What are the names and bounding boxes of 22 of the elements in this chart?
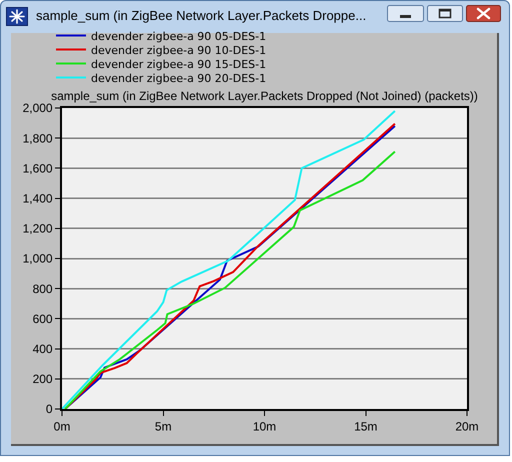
y-tick-label: 2,000 — [22, 101, 53, 116]
y-tick-label: 200 — [32, 372, 53, 386]
x-tick-label: 15m — [354, 419, 378, 434]
x-tick-label: 20m — [455, 419, 479, 434]
y-tick-label: 1,200 — [22, 222, 53, 236]
legend-label: devender zigbee-a 90 10-DES-1 — [91, 44, 266, 57]
y-tick-label: 1,000 — [22, 252, 53, 266]
legend-label: devender zigbee-a 90 05-DES-1 — [91, 30, 266, 43]
y-tick-label: 600 — [32, 312, 53, 326]
y-tick-label: 1,400 — [22, 192, 53, 206]
y-tick-label: 400 — [32, 342, 53, 356]
y-tick-label: 0 — [46, 402, 53, 416]
legend-label: devender zigbee-a 90 15-DES-1 — [91, 58, 266, 71]
y-tick-label: 800 — [32, 282, 53, 296]
chart-subtitle: sample_sum (in ZigBee Network Layer.Packets Dropped (Not Joined) (packets)) — [51, 89, 478, 103]
chart-title: sample_sum (in ZigBee Network Layer.Packets Droppe... — [36, 8, 366, 24]
x-tick-label: 0m — [54, 419, 70, 434]
y-tick-label: 1,600 — [22, 161, 53, 176]
y-tick-label: 1,800 — [22, 131, 53, 146]
x-tick-label: 10m — [252, 419, 276, 434]
x-tick-label: 5m — [154, 419, 172, 434]
legend-label: devender zigbee-a 90 20-DES-1 — [91, 72, 266, 85]
